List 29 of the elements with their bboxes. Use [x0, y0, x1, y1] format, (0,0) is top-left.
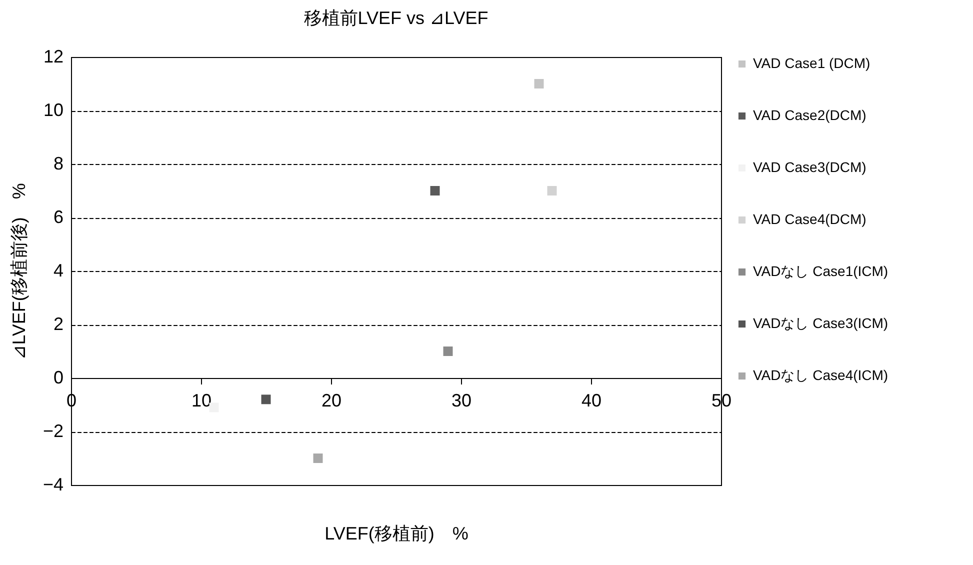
point	[547, 186, 557, 196]
y-tick-label: 8	[53, 154, 64, 174]
legend-label: VADなし Case3(ICM)	[753, 315, 888, 331]
point	[313, 454, 323, 463]
legend-label: VAD Case4(DCM)	[753, 211, 866, 227]
y-tick-label: −2	[42, 421, 64, 441]
y-tick-label: 10	[43, 100, 64, 120]
legend-label: VADなし Case4(ICM)	[753, 367, 888, 383]
point	[261, 394, 271, 404]
legend-label: VAD Case2(DCM)	[753, 107, 866, 123]
y-tick-label: 12	[43, 46, 64, 66]
y-tick-label: 6	[53, 207, 64, 227]
legend-label: VAD Case1 (DCM)	[753, 55, 870, 71]
legend-label: VADなし Case1(ICM)	[753, 263, 888, 279]
x-tick-label: 30	[451, 390, 472, 410]
x-axis-title: LVEF(移植前) %	[324, 524, 468, 544]
chart-title: 移植前LVEF vs ⊿LVEF	[304, 8, 488, 28]
point	[534, 79, 544, 88]
legend-label: VAD Case3(DCM)	[753, 159, 866, 175]
y-tick-label: 4	[53, 260, 64, 280]
x-tick-label: 10	[191, 390, 212, 410]
point	[443, 346, 453, 356]
y-axis-title: ⊿LVEF(移植前後) %	[8, 183, 29, 360]
y-tick-label: 2	[53, 314, 64, 334]
x-tick-label: 40	[581, 390, 602, 410]
y-tick-label: 0	[53, 368, 64, 388]
x-tick-label: 20	[321, 390, 342, 410]
y-tick-label: −4	[42, 474, 64, 494]
point	[430, 186, 440, 196]
